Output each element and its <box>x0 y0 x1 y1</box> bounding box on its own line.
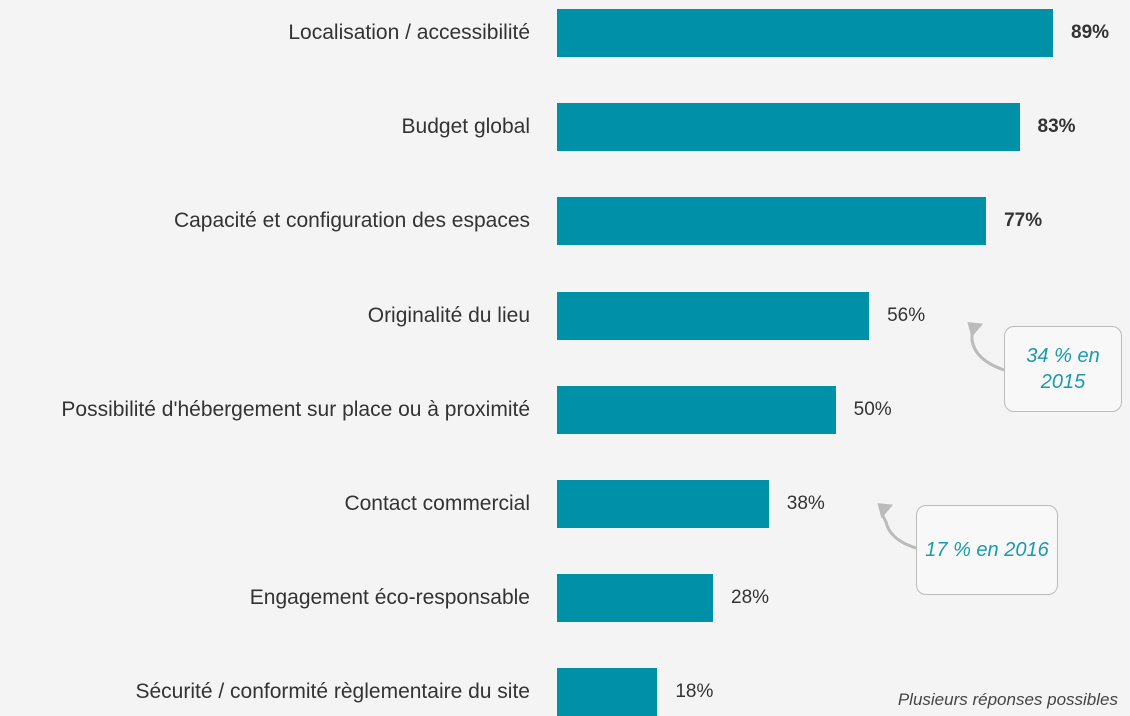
arrow-head <box>967 322 984 338</box>
bar <box>557 9 1053 57</box>
bar <box>557 103 1020 152</box>
category-label: Capacité et configuration des espaces <box>173 209 530 233</box>
bar <box>557 574 714 623</box>
bar <box>557 480 769 528</box>
arrow <box>880 513 917 550</box>
value-label: 89% <box>1071 22 1110 43</box>
annotation: 17 % en 2016 <box>916 505 1058 595</box>
value-label: 28% <box>731 587 770 609</box>
bar <box>557 291 870 340</box>
value-label: 18% <box>675 681 714 703</box>
arrow <box>970 330 1005 372</box>
value-label: 38% <box>786 493 825 514</box>
note: Plusieurs réponses possibles <box>897 690 1118 709</box>
category-label: Engagement éco-responsable <box>249 586 530 610</box>
value-label: 56% <box>887 304 926 326</box>
value-label: 77% <box>1004 210 1043 232</box>
annotation: 34 % en 2015 <box>1004 326 1122 412</box>
category-label: Possibilité d'hébergement sur place ou à… <box>61 397 530 421</box>
value-label: 83% <box>1037 116 1076 138</box>
bar <box>557 668 658 716</box>
category-label: Originalité du lieu <box>367 303 530 327</box>
category-label: Contact commercial <box>344 492 530 515</box>
category-label: Localisation / accessibilité <box>288 21 530 44</box>
arrow-head <box>877 503 894 519</box>
bar <box>557 385 836 434</box>
value-label: 50% <box>853 398 892 420</box>
category-label: Budget global <box>401 115 530 139</box>
category-label: Sécurité / conformité règlementaire du s… <box>135 680 530 704</box>
bar <box>557 197 987 246</box>
